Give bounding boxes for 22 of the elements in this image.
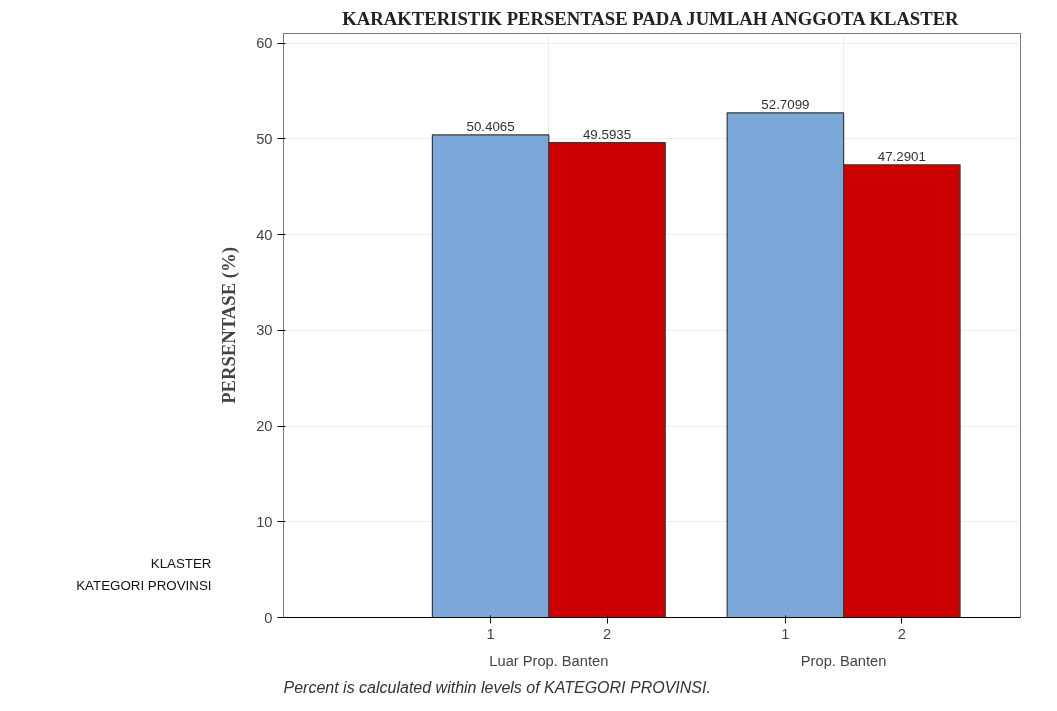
y-tick-label: 50 (256, 130, 273, 147)
series-label: 1 (486, 625, 495, 642)
text: 1 (781, 625, 790, 642)
y-axis-title: PERSENTASE (%) (218, 247, 241, 404)
x-tick-label: Luar Prop. Banten (489, 652, 609, 669)
data-label: 50.4065 (466, 118, 515, 134)
data-label: 47.2901 (877, 148, 926, 164)
series-label: 2 (602, 625, 612, 642)
x-tick-label: Prop. Banten (800, 652, 887, 669)
y-tick-label: 20 (256, 418, 273, 435)
text: Percent is calculated within levels of KATEGORI PROVINSI. (283, 678, 711, 696)
y-tick-label: 60 (256, 35, 273, 52)
y-tick-label: 40 (256, 226, 273, 243)
text: 2 (897, 625, 906, 642)
y-tick-label: 10 (256, 513, 273, 530)
x-axis-title: KATEGORI PROVINSI (76, 578, 212, 594)
data-label: 49.5935 (582, 126, 632, 142)
chart-title: KARAKTERISTIK PERSENTASE PADA JUMLAH ANGGOTA KLASTER (342, 7, 960, 29)
y-tick-label: 0 (264, 609, 273, 626)
y-tick-label: 30 (256, 322, 273, 339)
legend-title: KLASTER (150, 555, 212, 571)
data-label: 52.7099 (761, 96, 810, 112)
